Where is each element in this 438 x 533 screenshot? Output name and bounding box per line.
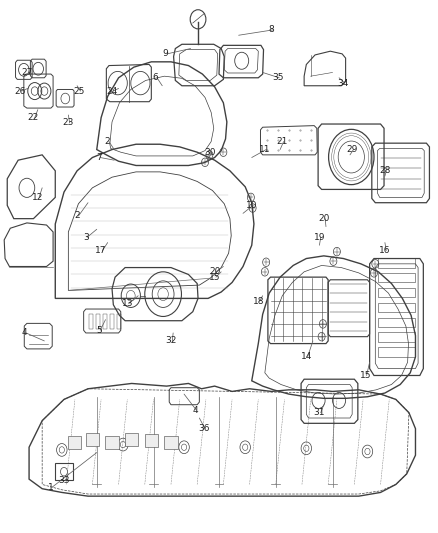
Bar (68, 435, 81, 449)
Text: 8: 8 (268, 26, 274, 35)
Text: 20: 20 (318, 214, 329, 223)
Text: 7: 7 (96, 153, 102, 162)
Text: 4: 4 (192, 406, 198, 415)
Bar (145, 434, 158, 447)
Text: 18: 18 (253, 296, 264, 305)
Text: 3: 3 (83, 233, 89, 242)
Text: 16: 16 (379, 246, 391, 255)
Bar (96, 314, 100, 329)
Text: 20: 20 (209, 268, 220, 276)
Text: 13: 13 (122, 299, 133, 308)
Text: 15: 15 (360, 371, 371, 380)
Text: 2: 2 (74, 212, 80, 221)
Bar (125, 433, 138, 446)
Text: 23: 23 (63, 118, 74, 127)
Text: 26: 26 (14, 86, 26, 95)
Bar (378, 333, 416, 342)
Text: 27: 27 (21, 68, 32, 77)
Text: 11: 11 (259, 145, 271, 154)
Text: 4: 4 (22, 328, 28, 337)
Text: 6: 6 (153, 73, 159, 82)
Bar (378, 288, 416, 297)
Text: 36: 36 (198, 424, 209, 433)
Text: 33: 33 (58, 477, 70, 485)
Text: 30: 30 (205, 148, 216, 157)
Text: 35: 35 (272, 73, 284, 82)
Text: 19: 19 (314, 233, 325, 242)
Text: 10: 10 (246, 201, 258, 210)
Text: 25: 25 (74, 86, 85, 95)
Bar (89, 314, 93, 329)
Bar (378, 273, 416, 282)
Text: 2: 2 (105, 137, 110, 146)
Bar (86, 433, 99, 446)
Text: 5: 5 (96, 326, 102, 335)
Text: 14: 14 (300, 352, 312, 361)
Bar (378, 348, 416, 357)
Bar (117, 314, 121, 329)
Text: 1: 1 (48, 482, 54, 491)
Text: 32: 32 (165, 336, 177, 345)
Text: 9: 9 (163, 50, 169, 58)
Text: 15: 15 (209, 273, 220, 281)
Bar (378, 318, 416, 327)
Bar (103, 314, 107, 329)
Text: 22: 22 (28, 113, 39, 122)
Text: 21: 21 (277, 137, 288, 146)
Text: 24: 24 (106, 86, 118, 95)
Text: 17: 17 (95, 246, 107, 255)
Bar (164, 435, 177, 449)
Text: 28: 28 (379, 166, 391, 175)
Text: 34: 34 (338, 78, 349, 87)
Bar (106, 435, 119, 449)
Bar (55, 463, 73, 480)
Text: 31: 31 (314, 408, 325, 417)
Text: 29: 29 (346, 145, 358, 154)
Bar (378, 258, 416, 268)
Text: 12: 12 (32, 193, 43, 202)
Bar (378, 303, 416, 312)
Bar (110, 314, 114, 329)
